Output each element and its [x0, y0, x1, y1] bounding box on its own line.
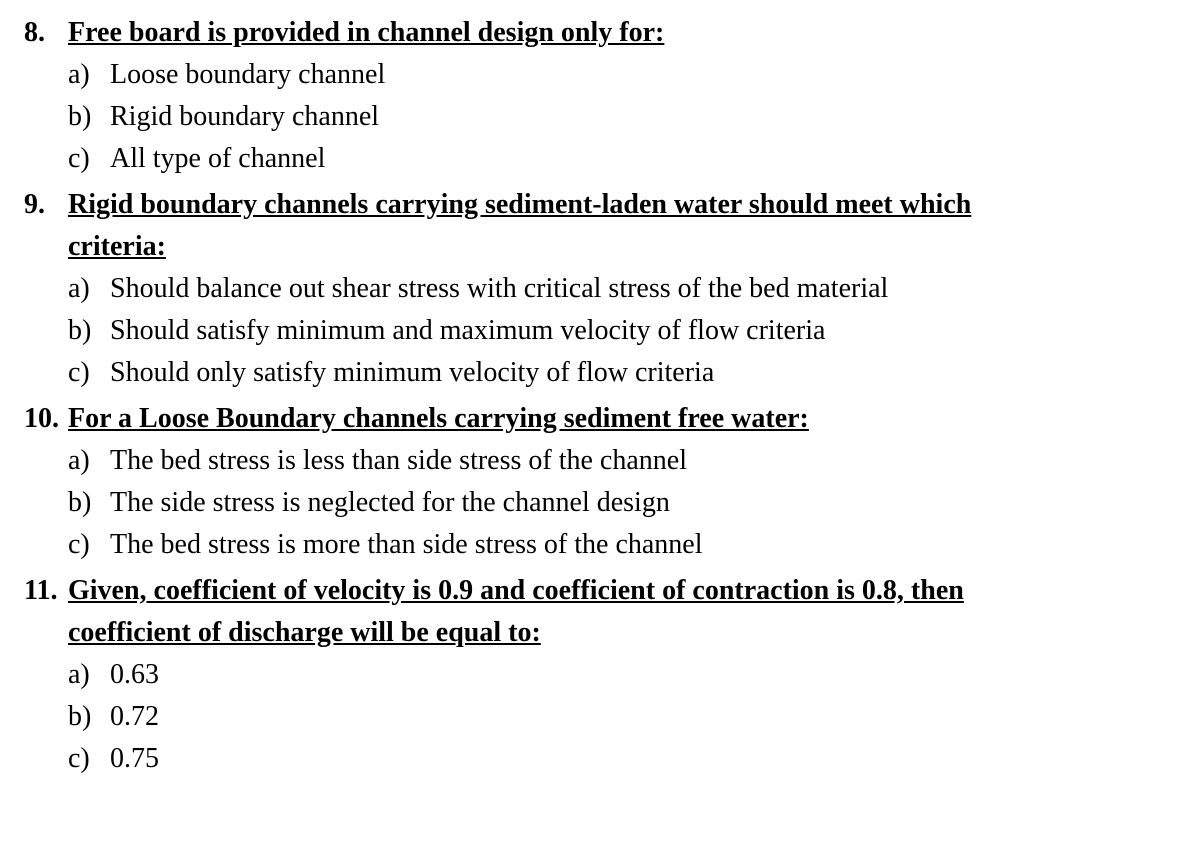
option-item: b) Rigid boundary channel	[68, 96, 1180, 138]
option-letter: c)	[68, 138, 110, 180]
option-text: All type of channel	[110, 138, 1180, 180]
question-content: Given, coefficient of velocity is 0.9 an…	[68, 570, 1180, 612]
option-letter: a)	[68, 654, 110, 696]
question-content: Free board is provided in channel design…	[68, 12, 1180, 54]
question-text: For a Loose Boundary channels carrying s…	[68, 403, 809, 434]
question-continuation: criteria:	[20, 226, 1180, 268]
options-list: a) The bed stress is less than side stre…	[20, 440, 1180, 566]
option-letter: a)	[68, 54, 110, 96]
option-item: c) Should only satisfy minimum velocity …	[68, 352, 1180, 394]
option-item: b) Should satisfy minimum and maximum ve…	[68, 310, 1180, 352]
question-continuation: coefficient of discharge will be equal t…	[20, 612, 1180, 654]
question-text: Free board is provided in channel design…	[68, 17, 664, 48]
question-content: Rigid boundary channels carrying sedimen…	[68, 184, 1180, 226]
question-block: 9. Rigid boundary channels carrying sedi…	[20, 184, 1180, 394]
question-row: 10. For a Loose Boundary channels carryi…	[20, 398, 1180, 440]
question-row: 8. Free board is provided in channel des…	[20, 12, 1180, 54]
option-text: Should only satisfy minimum velocity of …	[110, 352, 1180, 394]
question-block: 10. For a Loose Boundary channels carryi…	[20, 398, 1180, 566]
option-letter: b)	[68, 696, 110, 738]
questions-container: 8. Free board is provided in channel des…	[20, 12, 1180, 780]
option-text: 0.63	[110, 654, 1180, 696]
option-item: b) 0.72	[68, 696, 1180, 738]
option-letter: a)	[68, 440, 110, 482]
option-text: The side stress is neglected for the cha…	[110, 482, 1180, 524]
question-number: 11.	[20, 570, 68, 612]
option-item: a) 0.63	[68, 654, 1180, 696]
options-list: a) 0.63 b) 0.72 c) 0.75	[20, 654, 1180, 780]
option-item: c) All type of channel	[68, 138, 1180, 180]
option-text: The bed stress is less than side stress …	[110, 440, 1180, 482]
option-letter: c)	[68, 352, 110, 394]
option-item: c) 0.75	[68, 738, 1180, 780]
question-number: 10.	[20, 398, 68, 440]
option-letter: a)	[68, 268, 110, 310]
option-item: a) The bed stress is less than side stre…	[68, 440, 1180, 482]
option-item: c) The bed stress is more than side stre…	[68, 524, 1180, 566]
question-content: For a Loose Boundary channels carrying s…	[68, 398, 1180, 440]
option-text: Rigid boundary channel	[110, 96, 1180, 138]
options-list: a) Should balance out shear stress with …	[20, 268, 1180, 394]
question-row: 9. Rigid boundary channels carrying sedi…	[20, 184, 1180, 226]
option-letter: b)	[68, 96, 110, 138]
option-text: 0.75	[110, 738, 1180, 780]
question-text: Given, coefficient of velocity is 0.9 an…	[68, 575, 964, 606]
option-item: a) Should balance out shear stress with …	[68, 268, 1180, 310]
question-block: 8. Free board is provided in channel des…	[20, 12, 1180, 180]
option-text: Loose boundary channel	[110, 54, 1180, 96]
question-number: 9.	[20, 184, 68, 226]
option-text: 0.72	[110, 696, 1180, 738]
option-item: a) Loose boundary channel	[68, 54, 1180, 96]
option-text: Should satisfy minimum and maximum veloc…	[110, 310, 1180, 352]
option-letter: b)	[68, 310, 110, 352]
question-text: Rigid boundary channels carrying sedimen…	[68, 189, 971, 220]
option-text: Should balance out shear stress with cri…	[110, 268, 1180, 310]
options-list: a) Loose boundary channel b) Rigid bound…	[20, 54, 1180, 180]
question-block: 11. Given, coefficient of velocity is 0.…	[20, 570, 1180, 780]
question-number: 8.	[20, 12, 68, 54]
option-item: b) The side stress is neglected for the …	[68, 482, 1180, 524]
option-letter: c)	[68, 738, 110, 780]
question-row: 11. Given, coefficient of velocity is 0.…	[20, 570, 1180, 612]
option-letter: c)	[68, 524, 110, 566]
option-letter: b)	[68, 482, 110, 524]
option-text: The bed stress is more than side stress …	[110, 524, 1180, 566]
